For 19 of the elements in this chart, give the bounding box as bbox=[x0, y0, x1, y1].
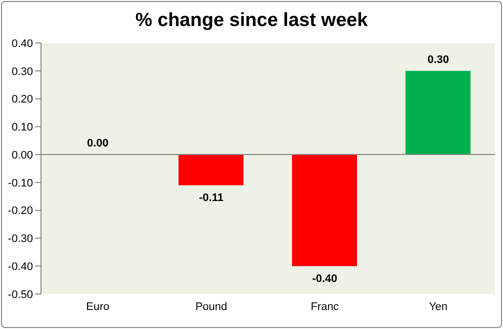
y-tick-label: 0.40 bbox=[12, 38, 33, 50]
y-tick-label: 0.20 bbox=[12, 94, 33, 106]
data-label: 0.30 bbox=[428, 54, 449, 66]
y-tick-label: -0.10 bbox=[8, 177, 33, 190]
x-tick-label: Pound bbox=[195, 300, 228, 313]
data-label: -0.11 bbox=[199, 192, 224, 204]
y-tick-label: -0.20 bbox=[8, 205, 33, 218]
x-tick-label: Franc bbox=[310, 300, 340, 313]
y-tick-label: -0.50 bbox=[8, 288, 33, 301]
y-tick-label: 0.10 bbox=[12, 122, 33, 134]
data-label: -0.40 bbox=[312, 273, 338, 286]
x-tick-label: Yen bbox=[428, 300, 448, 313]
data-label: 0.00 bbox=[87, 138, 108, 150]
y-tick-label: 0.00 bbox=[12, 149, 33, 162]
chart-title: % change since last week bbox=[134, 10, 369, 32]
y-tick-label: -0.30 bbox=[8, 233, 33, 246]
y-tick-label: -0.40 bbox=[8, 261, 33, 274]
x-tick-label: Euro bbox=[86, 300, 110, 313]
y-tick-label: 0.30 bbox=[12, 66, 33, 78]
